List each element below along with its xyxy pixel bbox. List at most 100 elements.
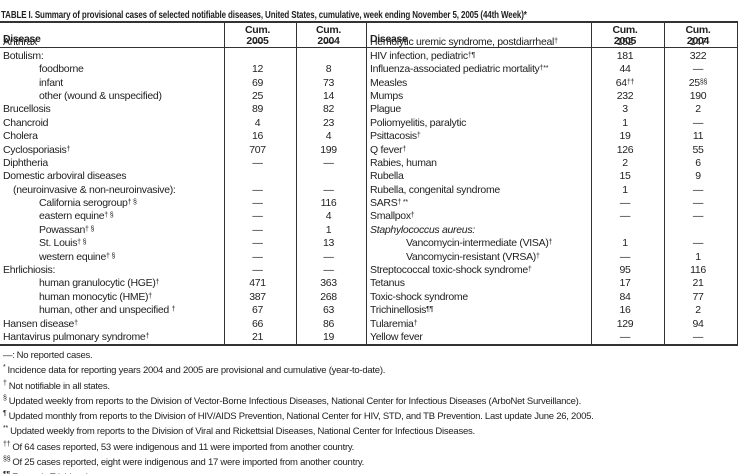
cum-2005-cell: 181	[591, 49, 664, 64]
disease-name-cell: (neuroinvasive & non-neuroinvasive):	[13, 183, 176, 196]
year-label: 2005	[613, 35, 637, 47]
disease-name-cell: Streptococcal toxic-shock syndrome†	[366, 264, 591, 278]
diseases-table-right: Disease Cum. 2005 Cum. 2004 Hemolytic ur…	[366, 23, 738, 345]
cum-2005-cell: 17	[591, 277, 664, 291]
disease-name-cell: Tularemia†	[366, 317, 591, 331]
cum-2005-cell: —	[224, 197, 296, 211]
cum-2005-cell: 95	[591, 264, 664, 278]
footnote: §§ Of 25 cases reported, eight were indig…	[2, 454, 738, 469]
column-header-disease: Disease	[0, 23, 224, 48]
disease-name-cell: St. Louis† §	[39, 237, 87, 250]
cum-2004-cell: 73	[296, 76, 366, 90]
footnote-marker: †	[3, 379, 7, 387]
disease-name-cell: Poliomyelitis, paralytic	[366, 116, 591, 131]
cum-2005-cell: —	[224, 237, 296, 251]
cum-2004-cell: 94	[664, 317, 738, 331]
cum-2004-cell: —	[664, 237, 738, 251]
cum-2005-cell: 64††	[591, 76, 664, 90]
cum-2005-cell: 19	[591, 130, 664, 144]
cum-2004-cell: 363	[296, 277, 366, 291]
cum-2004-cell: 1	[296, 223, 366, 238]
cum-2004-cell: 9	[664, 170, 738, 184]
cum-2004-cell: —	[664, 197, 738, 211]
footnote-text: Incidence data for reporting years 2004 …	[7, 365, 386, 377]
disease-name-cell: Measles	[366, 76, 591, 90]
cum-2004-cell: 63	[296, 304, 366, 318]
footnote-marker: **	[3, 425, 9, 433]
cum-2004-cell: 4	[296, 210, 366, 224]
cum-2005-cell: 67	[224, 304, 296, 318]
disease-name-cell: other (wound & unspecified)	[39, 89, 162, 102]
disease-name-cell: human monocytic (HME)†	[39, 290, 152, 303]
disease-name-cell: Cyclosporiasis†	[3, 143, 71, 156]
cum-2005-cell: —	[224, 156, 296, 171]
footnote-marker: ¶¶	[3, 471, 10, 474]
cum-2005-cell: —	[224, 223, 296, 238]
disease-name-cell: HIV infection, pediatric†¶	[366, 49, 591, 64]
cum-label: Cum.	[315, 24, 342, 36]
column-header-cum-2005: Cum. 2005	[224, 23, 296, 48]
cum-2004-cell	[296, 49, 366, 64]
cum-2004-cell: 55	[664, 143, 738, 157]
disease-name-cell: Chancroid	[3, 116, 49, 129]
footnote: ¶ Updated monthly from reports to the Div…	[2, 408, 738, 423]
disease-name-cell: SARS† **	[366, 197, 591, 211]
footnote-text: Of 64 cases reported, 53 were indigenous…	[12, 441, 355, 453]
footnote-text: Of 25 cases reported, eight were indigen…	[12, 457, 365, 469]
disease-name-cell: Vancomycin-resistant (VRSA)†	[366, 250, 591, 265]
footnote-marker: *	[3, 364, 6, 372]
footnote: § Updated weekly from reports to the Divi…	[2, 393, 738, 408]
cum-2004-cell: 4	[296, 130, 366, 144]
cum-2005-cell: —	[591, 210, 664, 224]
year-label: 2004	[686, 35, 710, 47]
cum-2004-cell: —	[296, 36, 366, 50]
diseases-table-left: Disease Cum. 2005 Cum. 2004 Anthrax — — Bot…	[0, 23, 366, 345]
cum-2004-cell: 19	[296, 330, 366, 345]
cum-2005-cell: 471	[224, 277, 296, 291]
cum-2005-cell: 3	[591, 103, 664, 117]
cum-2005-cell: —	[224, 36, 296, 50]
footnote: —: No reported cases.	[2, 350, 738, 362]
cum-2005-cell: 69	[224, 76, 296, 90]
column-header-cum-2004: Cum. 2004	[296, 23, 366, 48]
cum-2004-cell: —	[296, 156, 366, 171]
disease-name-cell: California serogroup† §	[39, 197, 137, 210]
cum-2004-cell: 86	[296, 317, 366, 331]
footnote: †† Of 64 cases reported, 53 were indigeno…	[2, 439, 738, 454]
cum-2005-cell: 21	[224, 330, 296, 345]
cum-2005-cell: 129	[591, 317, 664, 331]
cum-2005-cell: —	[224, 250, 296, 265]
cum-2004-cell: —	[296, 183, 366, 198]
cum-2005-cell: 12	[224, 63, 296, 77]
cum-2004-cell	[296, 170, 366, 184]
cum-2005-cell: 15	[591, 170, 664, 184]
disease-name-cell: Hemolytic uremic syndrome, postdiarrheal…	[366, 36, 591, 50]
disease-name-cell: Ehrlichiosis:	[3, 264, 56, 277]
cum-2005-cell	[224, 49, 296, 64]
cum-2004-cell: 1	[664, 250, 738, 265]
cum-label: Cum.	[244, 24, 271, 36]
disease-name-cell: infant	[39, 76, 63, 89]
cum-2004-cell: 25§§	[664, 76, 738, 90]
cum-2005-cell: 2	[591, 156, 664, 171]
footnote-text: Not notifiable in all states.	[8, 380, 110, 392]
cum-2004-cell	[664, 223, 738, 238]
disease-name-cell: Diphtheria	[3, 156, 48, 169]
footnote-marker: —:	[3, 350, 15, 362]
disease-name-cell: eastern equine† §	[39, 210, 114, 223]
footnote: ** Updated weekly from reports to the Div…	[2, 423, 738, 438]
disease-name-cell: Plague	[366, 103, 591, 117]
cum-2005-cell: 66	[224, 317, 296, 331]
disease-name-cell: Rubella	[366, 170, 591, 184]
cum-2005-cell: —	[591, 250, 664, 265]
cum-2004-cell: 14	[296, 89, 366, 104]
cum-2004-cell: 190	[664, 89, 738, 104]
disease-name-cell: Domestic arboviral diseases	[3, 170, 127, 183]
cum-2004-cell: —	[664, 330, 738, 345]
cum-2005-cell: 89	[224, 103, 296, 117]
column-header-cum-2005: Cum. 2005	[591, 23, 664, 48]
cum-2004-cell: 11	[664, 130, 738, 144]
cum-2004-cell: 322	[664, 49, 738, 64]
cum-2004-cell: 199	[296, 143, 366, 157]
